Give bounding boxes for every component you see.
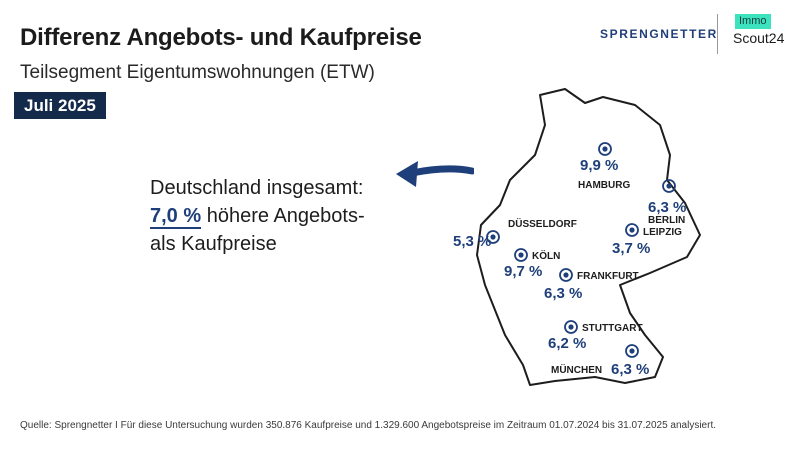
city-hamburg: 9,9 % HAMBURG xyxy=(578,142,630,191)
date-badge: Juli 2025 xyxy=(14,92,106,119)
immoscout-logo-immo: Immo xyxy=(735,14,771,29)
city-name-hamburg: HAMBURG xyxy=(578,180,630,191)
city-muenchen: MÜNCHEN 6,3 % xyxy=(551,344,649,378)
national-label: Deutschland insgesamt: xyxy=(150,177,364,199)
logo-divider xyxy=(717,14,718,54)
city-name-stuttgart: STUTTGART xyxy=(582,323,643,334)
city-name-duesseldorf: DÜSSELDORF xyxy=(508,217,577,230)
national-line2: 7,0 % höhere Angebots- xyxy=(150,202,440,230)
source-note: Quelle: Sprengnetter I Für diese Untersu… xyxy=(20,420,717,431)
city-name-leipzig: LEIPZIG xyxy=(643,227,682,238)
page-title: Differenz Angebots- und Kaufpreise xyxy=(20,24,422,51)
city-value-duesseldorf: 5,3 % xyxy=(453,233,491,250)
city-leipzig: LEIPZIG 3,7 % xyxy=(612,223,682,257)
city-name-berlin: BERLIN xyxy=(648,215,685,226)
city-stuttgart: STUTTGART 6,2 % xyxy=(548,320,643,352)
city-name-koeln: KÖLN xyxy=(532,249,560,262)
city-frankfurt: FRANKFURT 6,3 % xyxy=(544,268,639,302)
city-berlin: 6,3 % BERLIN xyxy=(648,179,686,226)
city-value-hamburg: 9,9 % xyxy=(580,157,618,174)
germany-map: 9,9 % HAMBURG 6,3 % BERLIN LEIPZIG 3,7 %… xyxy=(453,88,701,386)
city-name-muenchen: MÜNCHEN xyxy=(551,363,602,376)
city-value-frankfurt: 6,3 % xyxy=(544,285,582,302)
national-line3: als Kaufpreise xyxy=(150,233,277,255)
city-duesseldorf: DÜSSELDORF 5,3 % xyxy=(453,217,577,250)
germany-outline xyxy=(476,88,701,386)
city-value-berlin: 6,3 % xyxy=(648,199,686,216)
immoscout-logo-scout: Scout24 xyxy=(733,30,785,46)
national-value: 7,0 % xyxy=(150,205,202,229)
city-value-leipzig: 3,7 % xyxy=(612,240,650,257)
city-value-koeln: 9,7 % xyxy=(504,263,542,280)
national-summary: Deutschland insgesamt: 7,0 % höhere Ange… xyxy=(150,174,440,258)
sprengnetter-logo: SPRENGNETTER xyxy=(600,27,718,41)
city-koeln: KÖLN 9,7 % xyxy=(504,248,560,280)
arrow-left-icon xyxy=(396,161,474,187)
page-subtitle: Teilsegment Eigentumswohnungen (ETW) xyxy=(20,62,375,83)
national-suffix: höhere Angebots- xyxy=(201,205,365,227)
city-value-muenchen: 6,3 % xyxy=(611,361,649,378)
city-value-stuttgart: 6,2 % xyxy=(548,335,586,352)
city-name-frankfurt: FRANKFURT xyxy=(577,271,639,282)
